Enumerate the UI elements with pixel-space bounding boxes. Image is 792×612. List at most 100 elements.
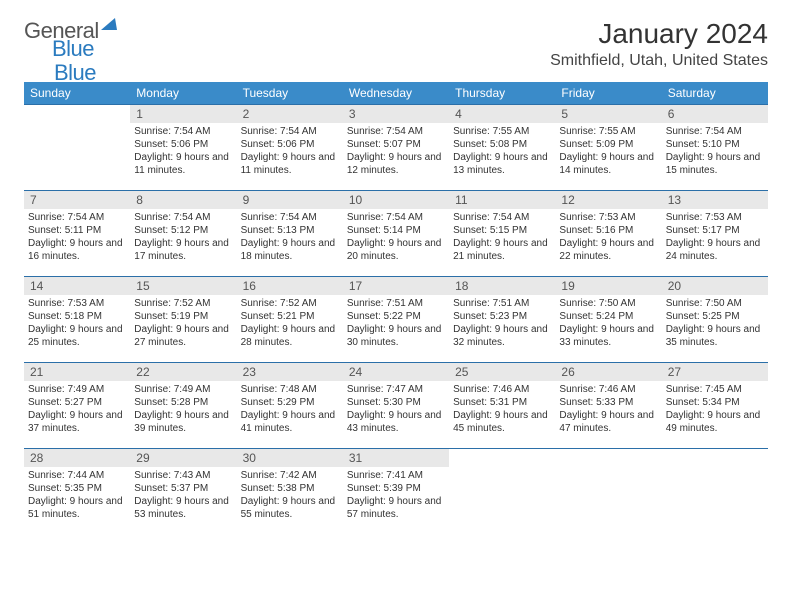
day-details: Sunrise: 7:54 AMSunset: 5:06 PMDaylight:… bbox=[237, 123, 343, 179]
day-number: 27 bbox=[662, 363, 768, 381]
sunrise-line: Sunrise: 7:54 AM bbox=[241, 211, 339, 224]
calendar-cell: 1Sunrise: 7:54 AMSunset: 5:06 PMDaylight… bbox=[130, 105, 236, 191]
day-number: 25 bbox=[449, 363, 555, 381]
daylight-line: Daylight: 9 hours and 27 minutes. bbox=[134, 323, 232, 349]
daylight-line: Daylight: 9 hours and 30 minutes. bbox=[347, 323, 445, 349]
day-number: 14 bbox=[24, 277, 130, 295]
daylight-line: Daylight: 9 hours and 24 minutes. bbox=[666, 237, 764, 263]
sunrise-line: Sunrise: 7:46 AM bbox=[453, 383, 551, 396]
calendar-body: 1Sunrise: 7:54 AMSunset: 5:06 PMDaylight… bbox=[24, 105, 768, 535]
sunset-line: Sunset: 5:23 PM bbox=[453, 310, 551, 323]
calendar-cell: 30Sunrise: 7:42 AMSunset: 5:38 PMDayligh… bbox=[237, 449, 343, 535]
sunset-line: Sunset: 5:38 PM bbox=[241, 482, 339, 495]
sunset-line: Sunset: 5:33 PM bbox=[559, 396, 657, 409]
day-details: Sunrise: 7:54 AMSunset: 5:10 PMDaylight:… bbox=[662, 123, 768, 179]
day-details: Sunrise: 7:51 AMSunset: 5:23 PMDaylight:… bbox=[449, 295, 555, 351]
sunrise-line: Sunrise: 7:55 AM bbox=[559, 125, 657, 138]
sunset-line: Sunset: 5:28 PM bbox=[134, 396, 232, 409]
sunset-line: Sunset: 5:09 PM bbox=[559, 138, 657, 151]
calendar-cell: 28Sunrise: 7:44 AMSunset: 5:35 PMDayligh… bbox=[24, 449, 130, 535]
sunset-line: Sunset: 5:34 PM bbox=[666, 396, 764, 409]
sunrise-line: Sunrise: 7:53 AM bbox=[559, 211, 657, 224]
sunrise-line: Sunrise: 7:54 AM bbox=[347, 211, 445, 224]
sunset-line: Sunset: 5:16 PM bbox=[559, 224, 657, 237]
sunrise-line: Sunrise: 7:50 AM bbox=[666, 297, 764, 310]
day-number: 9 bbox=[237, 191, 343, 209]
sunset-line: Sunset: 5:13 PM bbox=[241, 224, 339, 237]
sunrise-line: Sunrise: 7:43 AM bbox=[134, 469, 232, 482]
sunset-line: Sunset: 5:21 PM bbox=[241, 310, 339, 323]
calendar-cell: 21Sunrise: 7:49 AMSunset: 5:27 PMDayligh… bbox=[24, 363, 130, 449]
location-text: Smithfield, Utah, United States bbox=[550, 52, 768, 70]
sunrise-line: Sunrise: 7:52 AM bbox=[241, 297, 339, 310]
sunrise-line: Sunrise: 7:49 AM bbox=[134, 383, 232, 396]
daylight-line: Daylight: 9 hours and 55 minutes. bbox=[241, 495, 339, 521]
daylight-line: Daylight: 9 hours and 15 minutes. bbox=[666, 151, 764, 177]
sunrise-line: Sunrise: 7:54 AM bbox=[241, 125, 339, 138]
sunrise-line: Sunrise: 7:46 AM bbox=[559, 383, 657, 396]
calendar-cell: 8Sunrise: 7:54 AMSunset: 5:12 PMDaylight… bbox=[130, 191, 236, 277]
day-details: Sunrise: 7:54 AMSunset: 5:13 PMDaylight:… bbox=[237, 209, 343, 265]
day-number: 31 bbox=[343, 449, 449, 467]
daylight-line: Daylight: 9 hours and 49 minutes. bbox=[666, 409, 764, 435]
calendar-cell: 9Sunrise: 7:54 AMSunset: 5:13 PMDaylight… bbox=[237, 191, 343, 277]
sunrise-line: Sunrise: 7:54 AM bbox=[347, 125, 445, 138]
day-number: 2 bbox=[237, 105, 343, 123]
sunrise-line: Sunrise: 7:44 AM bbox=[28, 469, 126, 482]
weekday-header: Wednesday bbox=[343, 82, 449, 105]
calendar-cell bbox=[24, 105, 130, 191]
day-details: Sunrise: 7:46 AMSunset: 5:33 PMDaylight:… bbox=[555, 381, 661, 437]
day-details: Sunrise: 7:50 AMSunset: 5:24 PMDaylight:… bbox=[555, 295, 661, 351]
calendar-cell bbox=[555, 449, 661, 535]
day-number: 13 bbox=[662, 191, 768, 209]
day-details: Sunrise: 7:55 AMSunset: 5:08 PMDaylight:… bbox=[449, 123, 555, 179]
day-details: Sunrise: 7:55 AMSunset: 5:09 PMDaylight:… bbox=[555, 123, 661, 179]
sunset-line: Sunset: 5:37 PM bbox=[134, 482, 232, 495]
day-number: 28 bbox=[24, 449, 130, 467]
sunset-line: Sunset: 5:07 PM bbox=[347, 138, 445, 151]
page-header: General Blue January 2024 Smithfield, Ut… bbox=[24, 18, 768, 70]
sunset-line: Sunset: 5:17 PM bbox=[666, 224, 764, 237]
day-number: 29 bbox=[130, 449, 236, 467]
day-details: Sunrise: 7:48 AMSunset: 5:29 PMDaylight:… bbox=[237, 381, 343, 437]
daylight-line: Daylight: 9 hours and 57 minutes. bbox=[347, 495, 445, 521]
day-details: Sunrise: 7:53 AMSunset: 5:17 PMDaylight:… bbox=[662, 209, 768, 265]
daylight-line: Daylight: 9 hours and 45 minutes. bbox=[453, 409, 551, 435]
day-number: 1 bbox=[130, 105, 236, 123]
calendar-cell: 20Sunrise: 7:50 AMSunset: 5:25 PMDayligh… bbox=[662, 277, 768, 363]
day-details: Sunrise: 7:54 AMSunset: 5:14 PMDaylight:… bbox=[343, 209, 449, 265]
sunset-line: Sunset: 5:11 PM bbox=[28, 224, 126, 237]
daylight-line: Daylight: 9 hours and 51 minutes. bbox=[28, 495, 126, 521]
daylight-line: Daylight: 9 hours and 16 minutes. bbox=[28, 237, 126, 263]
daylight-line: Daylight: 9 hours and 32 minutes. bbox=[453, 323, 551, 349]
day-details: Sunrise: 7:52 AMSunset: 5:21 PMDaylight:… bbox=[237, 295, 343, 351]
calendar-cell: 4Sunrise: 7:55 AMSunset: 5:08 PMDaylight… bbox=[449, 105, 555, 191]
sunset-line: Sunset: 5:39 PM bbox=[347, 482, 445, 495]
calendar-cell: 19Sunrise: 7:50 AMSunset: 5:24 PMDayligh… bbox=[555, 277, 661, 363]
calendar-cell bbox=[662, 449, 768, 535]
day-number: 4 bbox=[449, 105, 555, 123]
title-block: January 2024 Smithfield, Utah, United St… bbox=[550, 18, 768, 70]
day-details: Sunrise: 7:45 AMSunset: 5:34 PMDaylight:… bbox=[662, 381, 768, 437]
daylight-line: Daylight: 9 hours and 53 minutes. bbox=[134, 495, 232, 521]
logo-text-blue-positioned: Blue bbox=[54, 60, 96, 86]
logo: General Blue bbox=[24, 18, 117, 44]
weekday-header: Thursday bbox=[449, 82, 555, 105]
daylight-line: Daylight: 9 hours and 43 minutes. bbox=[347, 409, 445, 435]
sunset-line: Sunset: 5:08 PM bbox=[453, 138, 551, 151]
day-details: Sunrise: 7:41 AMSunset: 5:39 PMDaylight:… bbox=[343, 467, 449, 523]
sunrise-line: Sunrise: 7:50 AM bbox=[559, 297, 657, 310]
daylight-line: Daylight: 9 hours and 14 minutes. bbox=[559, 151, 657, 177]
day-details: Sunrise: 7:51 AMSunset: 5:22 PMDaylight:… bbox=[343, 295, 449, 351]
sunset-line: Sunset: 5:06 PM bbox=[134, 138, 232, 151]
weekday-header: Friday bbox=[555, 82, 661, 105]
daylight-line: Daylight: 9 hours and 25 minutes. bbox=[28, 323, 126, 349]
weekday-header: Monday bbox=[130, 82, 236, 105]
daylight-line: Daylight: 9 hours and 47 minutes. bbox=[559, 409, 657, 435]
sunset-line: Sunset: 5:31 PM bbox=[453, 396, 551, 409]
calendar-row: 21Sunrise: 7:49 AMSunset: 5:27 PMDayligh… bbox=[24, 363, 768, 449]
calendar-cell: 31Sunrise: 7:41 AMSunset: 5:39 PMDayligh… bbox=[343, 449, 449, 535]
sunrise-line: Sunrise: 7:53 AM bbox=[28, 297, 126, 310]
calendar-cell: 12Sunrise: 7:53 AMSunset: 5:16 PMDayligh… bbox=[555, 191, 661, 277]
day-details: Sunrise: 7:54 AMSunset: 5:11 PMDaylight:… bbox=[24, 209, 130, 265]
